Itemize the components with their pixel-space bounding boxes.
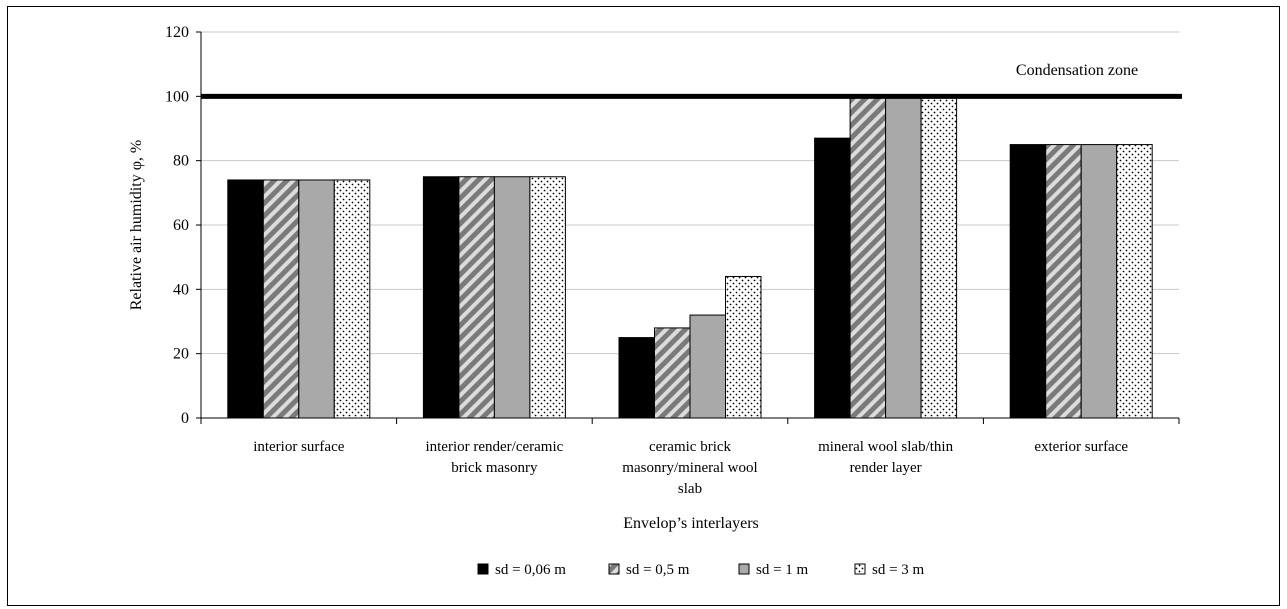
- x-axis-title: Envelop’s interlayers: [623, 515, 759, 532]
- legend-swatch: [608, 563, 620, 575]
- bar: [1080, 144, 1118, 419]
- y-tick-label: 80: [173, 153, 189, 170]
- y-tick-label: 100: [165, 88, 189, 105]
- axes: [196, 31, 1180, 424]
- bar: [654, 327, 691, 419]
- bar: [920, 95, 958, 419]
- y-tick-label: 120: [165, 24, 189, 41]
- legend: sd = 0,06 m sd = 0,5 m sd = 1 m sd = 3 m: [477, 562, 925, 578]
- bar: [1116, 144, 1153, 419]
- y-tick-label: 0: [181, 410, 189, 427]
- bar: [529, 176, 566, 419]
- bar: [262, 179, 300, 419]
- y-axis-title: Relative air humidity φ, %: [128, 140, 145, 311]
- bar: [227, 179, 264, 419]
- chart-frame: [7, 6, 1280, 606]
- x-category-label: interior surface: [253, 439, 345, 455]
- x-category-label: ceramic brick masonry/mineral wool slab: [622, 439, 757, 497]
- legend-label: sd = 0,06 m: [495, 562, 566, 578]
- legend-swatch: [854, 563, 866, 575]
- bar: [849, 95, 887, 419]
- bar: [618, 337, 655, 419]
- bars: [201, 93, 1182, 419]
- y-tick-label: 60: [173, 217, 189, 234]
- x-category-label: mineral wool slab/thin render layer: [818, 439, 953, 476]
- bar: [333, 179, 371, 419]
- y-tick-label: 20: [173, 346, 189, 363]
- legend-label: sd = 0,5 m: [626, 562, 690, 578]
- bar: [493, 176, 531, 419]
- legend-label: sd = 1 m: [756, 562, 809, 578]
- legend-swatch: [738, 563, 750, 575]
- y-tick-label: 40: [173, 281, 189, 298]
- bar: [725, 275, 762, 419]
- labels: 0 20 40 60 80 100 120 Condensation zone interior…: [128, 24, 1138, 532]
- legend-label: sd = 3 m: [872, 562, 925, 578]
- bar: [1009, 144, 1047, 419]
- bar: [422, 176, 460, 419]
- x-category-label: interior render/ceramic brick masonry: [425, 439, 563, 476]
- x-category-label: exterior surface: [1034, 439, 1128, 455]
- bar: [689, 314, 726, 419]
- bar: [814, 137, 851, 419]
- bar: [458, 176, 495, 419]
- legend-swatch: [477, 563, 489, 575]
- bar: [1045, 144, 1082, 419]
- bar: [298, 179, 335, 419]
- bar: [885, 95, 922, 419]
- condensation-zone-label: Condensation zone: [1016, 62, 1138, 79]
